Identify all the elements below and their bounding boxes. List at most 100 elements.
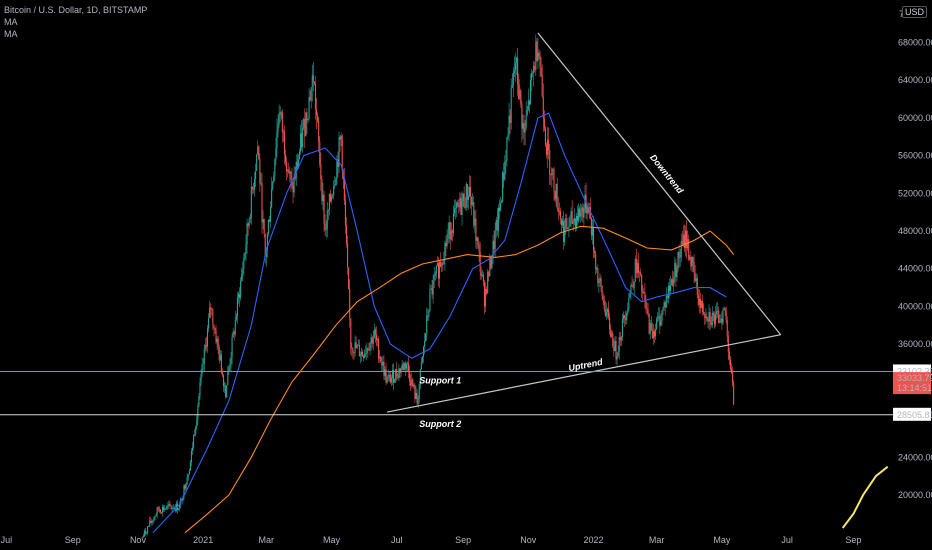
candle-body xyxy=(574,218,576,228)
chart-legend: Bitcoin / U.S. Dollar, 1D, BITSTAMP MA M… xyxy=(4,4,147,40)
candle-body xyxy=(374,329,376,335)
x-axis[interactable]: Jul Sep Nov 2021 Mar May Jul Sep Nov 2022 Mar May Ju… xyxy=(1,535,862,545)
candle-body xyxy=(316,108,318,116)
candle-body xyxy=(459,197,461,208)
candle-body xyxy=(602,295,604,300)
candle-body xyxy=(325,229,327,231)
candle-body xyxy=(617,351,619,357)
candle-body xyxy=(407,363,410,372)
candle-body xyxy=(171,508,173,510)
candle-body xyxy=(476,237,478,241)
candle-body xyxy=(255,170,257,179)
candle-body xyxy=(486,289,488,294)
candle-body xyxy=(306,112,308,120)
candle-body xyxy=(567,227,569,230)
candle-body xyxy=(337,159,339,167)
candle-body xyxy=(355,342,357,348)
candle-body xyxy=(303,119,305,129)
candle-body xyxy=(371,337,373,344)
candle-body xyxy=(540,67,542,76)
candle-body xyxy=(712,312,714,316)
candle-body xyxy=(189,462,191,471)
candle-body xyxy=(657,317,659,320)
candle-body xyxy=(524,127,526,133)
candle-body xyxy=(704,313,706,319)
candle-body xyxy=(280,112,282,114)
candle-body xyxy=(616,356,618,360)
candle-body xyxy=(582,207,584,218)
candle-body xyxy=(653,331,656,337)
candle-body xyxy=(730,368,733,374)
y-tick-label: 68000.00 xyxy=(898,37,932,47)
candle-body xyxy=(405,363,407,369)
y-axis[interactable]: 20000.00 24000.00 36000.00 40000.00 44000.00… xyxy=(898,9,932,500)
candle-body xyxy=(470,187,472,197)
support-2-price-tag: 28505.81 xyxy=(897,410,932,420)
candle-body xyxy=(395,368,397,380)
candle-body xyxy=(528,100,530,105)
candle-body xyxy=(610,329,612,337)
candle-body xyxy=(239,294,241,298)
candle-body xyxy=(321,179,323,201)
candle-body xyxy=(628,297,630,309)
candle-body xyxy=(425,333,427,342)
candle-body xyxy=(230,356,232,365)
candle-body xyxy=(484,289,487,307)
candle-body xyxy=(460,197,462,216)
candle-body xyxy=(609,317,611,330)
x-tick-label: Mar xyxy=(649,535,665,545)
candle-body xyxy=(689,257,691,260)
candle-body xyxy=(167,505,169,507)
candle-body xyxy=(647,309,649,315)
candle-body xyxy=(309,97,311,101)
candle-body xyxy=(542,96,544,119)
candle-body xyxy=(697,295,699,305)
candle-body xyxy=(495,219,497,231)
candle-body xyxy=(580,211,582,217)
candle-body xyxy=(220,354,222,373)
candle-body xyxy=(478,244,480,253)
candle-body xyxy=(715,311,718,314)
candle-body xyxy=(352,348,354,353)
support-2-price-tag-box xyxy=(893,407,931,421)
candle-body xyxy=(583,208,585,218)
candle-body xyxy=(709,312,711,323)
candle-body xyxy=(447,233,449,239)
candle-body xyxy=(576,215,579,221)
candle-body xyxy=(659,315,661,326)
candle-body xyxy=(163,506,165,510)
candle-body xyxy=(523,123,525,133)
candle-body xyxy=(519,90,521,100)
currency-badge[interactable]: USD xyxy=(902,6,928,18)
candle-body xyxy=(196,419,198,427)
candle-body xyxy=(184,485,186,489)
candle-body xyxy=(221,372,223,375)
candle-body xyxy=(173,508,175,510)
ma-indicator-1[interactable]: MA xyxy=(4,17,18,27)
candle-body xyxy=(448,222,450,234)
support-1-price-tag: 33102.35 xyxy=(897,366,932,376)
ma-indicator-2[interactable]: MA xyxy=(4,29,18,39)
candle-body xyxy=(366,348,368,353)
symbol-title[interactable]: Bitcoin / U.S. Dollar, 1D, BITSTAMP xyxy=(4,5,148,15)
candle-body xyxy=(509,115,511,123)
candle-body xyxy=(549,150,551,175)
candle-body xyxy=(593,227,595,252)
candle-body xyxy=(305,112,307,137)
candle-body xyxy=(614,341,616,352)
candle-body xyxy=(720,318,722,323)
candle-body xyxy=(227,372,229,386)
candle-body xyxy=(418,384,420,399)
candle-body xyxy=(534,65,536,71)
candle-body xyxy=(432,279,434,295)
candle-body xyxy=(443,260,445,265)
candle-body xyxy=(463,193,465,208)
candle-body xyxy=(548,139,550,151)
candle-body xyxy=(209,307,211,318)
y-tick-label: 52000.00 xyxy=(898,188,932,198)
candle-body xyxy=(533,65,535,73)
candle-body xyxy=(656,319,658,330)
candle-body xyxy=(581,207,583,212)
candle-body xyxy=(349,288,351,319)
